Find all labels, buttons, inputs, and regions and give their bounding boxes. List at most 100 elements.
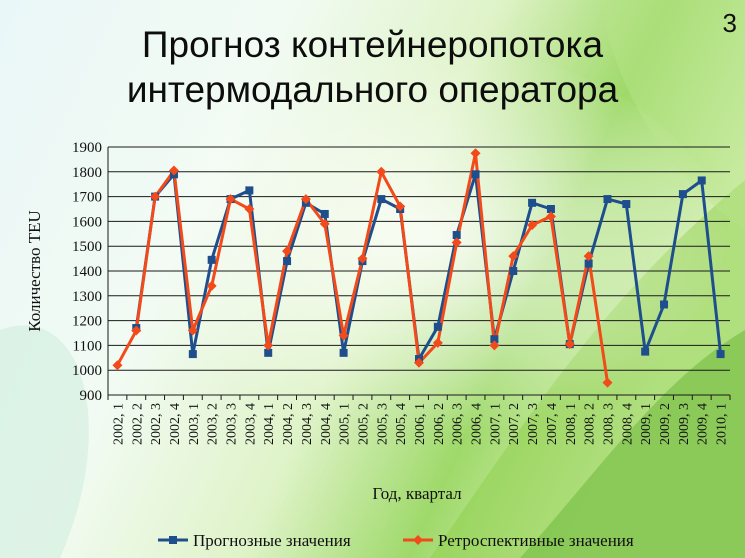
legend-square-marker	[169, 536, 177, 544]
y-tick-label: 1000	[72, 363, 102, 379]
forecast-point	[207, 255, 216, 264]
y-tick-label: 1500	[72, 239, 102, 255]
y-axis-tick-labels: 900 1000 1100 1200 1300 1400 1500 1600 1700 1800 1…	[72, 140, 102, 404]
x-tick-label: 2010, 1	[715, 403, 730, 445]
x-tick-label: 2003, 4	[243, 403, 258, 445]
forecast-point	[716, 350, 725, 359]
title-line-1: Прогноз контейнеропотока	[141, 24, 604, 65]
x-tick-label: 2009, 4	[696, 403, 711, 445]
retro-point	[187, 325, 198, 336]
x-tick-label: 2004, 1	[262, 403, 277, 445]
forecast-point	[264, 348, 273, 357]
retro-point	[395, 201, 406, 212]
forecast-point	[377, 195, 386, 204]
x-tick-label: 2008, 4	[620, 403, 635, 445]
forecast-point	[188, 350, 197, 359]
x-tick-label: 2006, 4	[470, 403, 485, 445]
x-tick-label: 2002, 4	[168, 403, 183, 445]
x-tick-label: 2007, 2	[507, 403, 522, 445]
retro-point	[112, 360, 123, 371]
y-tick-label: 1900	[72, 140, 102, 156]
forecast-point	[697, 176, 706, 185]
x-tick-label: 2003, 2	[206, 403, 221, 445]
title-line-2: интермодального оператора	[126, 69, 619, 110]
x-tick-label: 2008, 3	[601, 403, 616, 445]
x-tick-label: 2008, 1	[564, 403, 579, 445]
x-tick-label: 2008, 2	[583, 403, 598, 445]
forecast-point	[584, 259, 593, 268]
forecast-point	[603, 195, 612, 204]
retro-point	[282, 246, 293, 257]
legend-label: Прогнозные значения	[193, 531, 351, 550]
x-tick-label: 2005, 3	[375, 403, 390, 445]
retro-point	[583, 251, 594, 262]
retro-point	[432, 337, 443, 348]
forecast-point	[283, 257, 292, 266]
x-tick-label: 2007, 3	[526, 403, 541, 445]
x-tick-label: 2004, 2	[281, 403, 296, 445]
x-tick-label: 2005, 1	[338, 403, 353, 445]
retro-point	[376, 166, 387, 177]
x-tick-label: 2002, 1	[111, 403, 126, 445]
retro-point	[508, 251, 519, 262]
forecast-point	[528, 198, 537, 207]
legend-forecast: Прогнозные значения	[158, 531, 351, 550]
page-number: 3	[722, 8, 737, 38]
retro-point	[414, 357, 424, 368]
forecast-point	[490, 335, 499, 344]
forecast-point	[660, 300, 669, 309]
retro-point	[527, 220, 538, 231]
retro-point	[489, 340, 500, 351]
retro-point	[319, 218, 330, 229]
x-tick-label: 2009, 2	[658, 403, 673, 445]
chart-axes	[107, 147, 731, 400]
y-tick-label: 1200	[72, 314, 102, 330]
x-tick-label: 2009, 1	[639, 403, 654, 445]
x-tick-label: 2006, 3	[451, 403, 466, 445]
legend-retro: Ретроспективные значения	[403, 531, 634, 550]
slide-title: Прогноз контейнеропотока интермодального…	[0, 22, 745, 112]
retro-point	[451, 237, 462, 248]
y-tick-label: 1800	[72, 165, 102, 181]
legend-diamond-marker	[413, 535, 423, 545]
x-tick-label: 2002, 2	[130, 403, 145, 445]
legend-label: Ретроспективные значения	[438, 531, 634, 550]
y-tick-label: 1100	[73, 338, 102, 354]
y-tick-label: 1700	[72, 190, 102, 206]
retro-point	[338, 330, 349, 341]
x-tick-label: 2004, 4	[319, 403, 334, 445]
x-tick-label: 2005, 2	[356, 403, 371, 445]
forecast-point	[622, 200, 631, 209]
x-tick-label: 2007, 1	[488, 403, 503, 445]
retro-point	[168, 165, 179, 176]
retro-point	[244, 204, 255, 214]
series-markers	[112, 148, 725, 388]
x-tick-label: 2009, 3	[677, 403, 692, 445]
forecast-point	[452, 231, 461, 240]
y-tick-label: 1600	[72, 214, 102, 230]
forecast-point	[471, 170, 480, 179]
forecast-point	[339, 348, 348, 357]
retro-point	[263, 340, 274, 351]
x-tick-label: 2005, 4	[394, 403, 409, 445]
retro-point	[131, 325, 142, 336]
y-tick-label: 1400	[72, 264, 102, 280]
x-tick-label: 2003, 1	[187, 403, 202, 445]
retro-point	[150, 191, 161, 202]
forecast-point	[641, 347, 650, 356]
x-tick-label: 2006, 2	[432, 403, 447, 445]
y-tick-label: 1300	[72, 289, 102, 305]
y-axis-label: Количество TEU	[25, 210, 44, 332]
forecast-point	[546, 205, 555, 213]
forecast-point	[320, 209, 329, 218]
x-tick-label: 2006, 1	[413, 403, 428, 445]
x-tick-label: 2004, 3	[300, 403, 315, 445]
x-tick-label: 2003, 3	[225, 403, 240, 445]
x-axis-label: Год, квартал	[372, 484, 462, 503]
retro-point	[545, 211, 556, 222]
retro-point	[206, 280, 217, 291]
chart-legend: Прогнозные значения Ретроспективные значе…	[158, 531, 634, 550]
retro-point	[564, 339, 575, 350]
